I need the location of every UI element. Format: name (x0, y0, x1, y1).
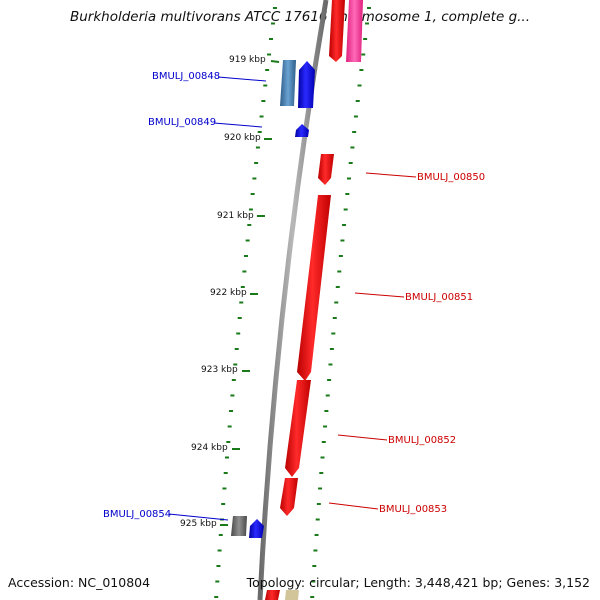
feature-gray-00854[interactable] (231, 516, 247, 536)
topology-text: Topology: circular; Length: 3,448,421 bp… (246, 575, 590, 590)
leader-line (354, 292, 405, 298)
gene-label-bmulj-00850[interactable]: BMULJ_00850 (417, 172, 485, 183)
gene-label-bmulj-00851[interactable]: BMULJ_00851 (405, 292, 473, 303)
tick-label: 921 kbp (217, 211, 254, 221)
gene-bmulj-00849-arrow[interactable] (295, 124, 309, 137)
leader-line (365, 172, 417, 178)
tick-label: 923 kbp (201, 365, 238, 375)
gene-label-bmulj-00852[interactable]: BMULJ_00852 (388, 435, 456, 446)
kbp-scale: 919 kbp 920 kbp 921 kbp 922 kbp 923 kbp … (180, 55, 280, 529)
leader-line (213, 122, 263, 128)
gene-bmulj-00852-arrow[interactable] (285, 380, 311, 477)
gene-label-bmulj-00853[interactable]: BMULJ_00853 (379, 504, 447, 515)
feature-forward-partial-bottom[interactable] (265, 590, 280, 600)
gene-bmulj-00850-arrow[interactable] (318, 154, 334, 185)
feature-forward-partial-top[interactable] (329, 0, 345, 62)
feature-steelblue-00848[interactable] (280, 60, 296, 106)
tick-label: 920 kbp (224, 133, 261, 143)
gene-label-bmulj-00854[interactable]: BMULJ_00854 (103, 509, 171, 520)
gene-bmulj-00854-arrow[interactable] (249, 519, 264, 538)
gene-bmulj-00851-arrow[interactable] (297, 195, 331, 381)
tick-label: 924 kbp (191, 443, 228, 453)
leader-line (337, 434, 388, 441)
outer-tick-ring (310, 7, 371, 598)
gene-label-bmulj-00849[interactable]: BMULJ_00849 (148, 117, 216, 128)
gene-label-bmulj-00848[interactable]: BMULJ_00848 (152, 71, 220, 82)
tick-label: 925 kbp (180, 519, 217, 529)
tick-mark (270, 60, 280, 63)
feature-pink-partial[interactable] (346, 0, 363, 62)
leader-line (328, 502, 379, 510)
map-title: Burkholderia multivorans ATCC 17616 chro… (69, 9, 531, 25)
tick-label: 922 kbp (210, 288, 247, 298)
leader-line (168, 513, 229, 521)
tick-label: 919 kbp (229, 55, 266, 65)
inner-tick-ring (214, 7, 277, 598)
accession-text: Accession: NC_010804 (8, 575, 151, 590)
feature-tan-partial[interactable] (285, 590, 299, 600)
gene-labels: BMULJ_00848 BMULJ_00849 BMULJ_00850 BMUL… (103, 71, 485, 521)
gene-bmulj-00853-arrow[interactable] (280, 478, 298, 516)
leader-line (217, 76, 267, 82)
gene-bmulj-00848-arrow[interactable] (298, 61, 315, 108)
